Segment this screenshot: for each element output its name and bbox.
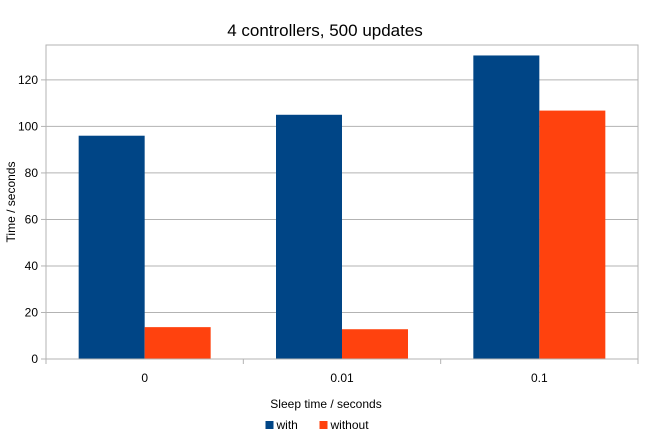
legend: with without <box>265 418 370 432</box>
x-tick-label-1: 0.01 <box>330 371 354 385</box>
bar-with-0 <box>78 135 145 359</box>
bar-without-1 <box>342 329 408 359</box>
legend-swatch-without <box>319 421 328 429</box>
bars <box>78 55 606 360</box>
bar-without-0 <box>144 327 211 359</box>
y-tick-label-6: 120 <box>18 73 38 87</box>
bar-without-2 <box>539 110 606 359</box>
y-tick-label-5: 100 <box>18 119 38 133</box>
bar-with-2 <box>473 55 540 359</box>
x-axis-ticks: 0 0.01 0.1 <box>45 359 639 385</box>
y-tick-label-3: 60 <box>25 212 39 226</box>
bar-with-1 <box>276 114 342 360</box>
plot-area-frame <box>45 44 639 360</box>
y-tick-label-2: 40 <box>25 259 39 273</box>
y-tick-label-0: 0 <box>31 352 38 366</box>
legend-label-without: without <box>330 418 370 432</box>
legend-swatch-with <box>265 421 274 429</box>
chart-title: 4 controllers, 500 updates <box>227 21 423 40</box>
x-axis-label: Sleep time / seconds <box>270 397 381 411</box>
legend-label-with: with <box>276 418 298 432</box>
x-tick-label-2: 0.1 <box>531 371 548 385</box>
y-axis-label: Time / seconds <box>4 162 18 243</box>
y-tick-label-4: 80 <box>25 166 39 180</box>
x-tick-label-0: 0 <box>141 371 148 385</box>
y-axis-ticks: 0 20 40 60 80 100 120 <box>18 73 46 366</box>
y-tick-label-1: 20 <box>25 305 39 319</box>
